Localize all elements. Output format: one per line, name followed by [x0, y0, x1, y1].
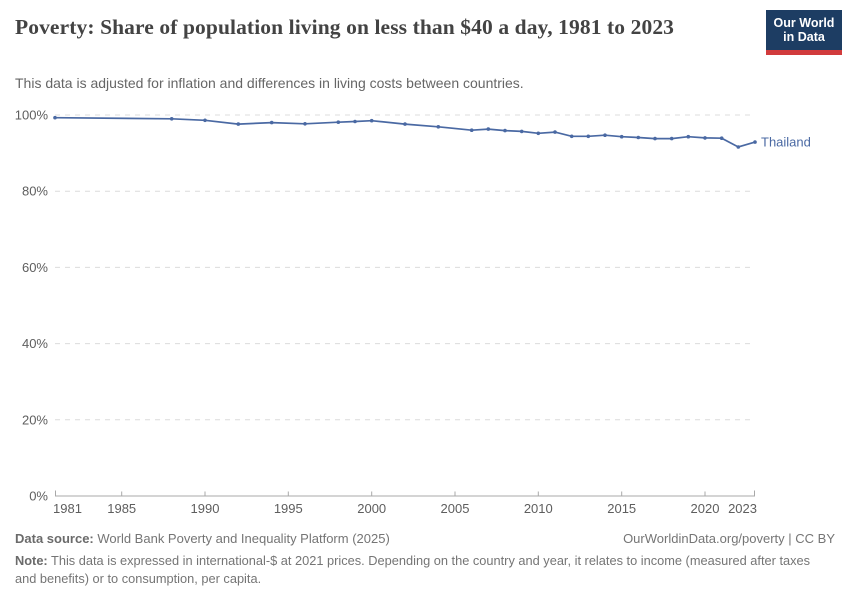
data-point[interactable]: [736, 145, 741, 149]
data-point[interactable]: [636, 135, 641, 140]
note-text: This data is expressed in international-…: [15, 553, 811, 586]
y-tick-20: 20%: [22, 412, 48, 427]
data-point[interactable]: [603, 133, 607, 137]
x-tick-1985: 1985: [107, 501, 136, 516]
data-point[interactable]: [203, 118, 207, 123]
data-point[interactable]: [753, 140, 757, 144]
credit-link[interactable]: OurWorldinData.org/poverty | CC BY: [623, 531, 835, 546]
data-point[interactable]: [469, 128, 474, 132]
data-point[interactable]: [519, 129, 524, 134]
data-point[interactable]: [403, 122, 407, 126]
note-label: Note:: [15, 553, 48, 568]
data-point[interactable]: [703, 136, 707, 140]
data-point[interactable]: [619, 134, 624, 139]
gridlines: [55, 114, 755, 421]
owid-logo-line2: in Data: [783, 30, 825, 44]
data-point[interactable]: [303, 122, 307, 126]
x-tick-2015: 2015: [607, 501, 636, 516]
data-point[interactable]: [569, 134, 574, 139]
data-point[interactable]: [353, 119, 357, 124]
data-point[interactable]: [686, 134, 691, 139]
line-chart-plot: 100% 80% 60% 40% 20% 0% 1981 1985 1990: [15, 108, 811, 517]
data-point[interactable]: [269, 120, 274, 125]
data-series-thailand[interactable]: [53, 115, 757, 149]
y-tick-60: 60%: [22, 260, 48, 275]
data-point[interactable]: [653, 136, 657, 141]
x-tick-1995: 1995: [274, 501, 303, 516]
y-tick-40: 40%: [22, 336, 48, 351]
data-point[interactable]: [53, 115, 57, 120]
data-point[interactable]: [503, 128, 507, 133]
chart-subtitle: This data is adjusted for inflation and …: [15, 75, 524, 91]
data-point[interactable]: [486, 127, 491, 131]
data-point[interactable]: [586, 134, 591, 139]
data-point[interactable]: [669, 136, 674, 141]
x-tick-2010: 2010: [524, 501, 553, 516]
y-tick-100: 100%: [15, 108, 49, 123]
x-tick-2005: 2005: [441, 501, 470, 516]
x-axis: [55, 490, 755, 497]
y-tick-0: 0%: [29, 489, 48, 504]
data-point[interactable]: [553, 130, 557, 134]
owid-logo-line1: Our World: [773, 16, 835, 30]
data-point[interactable]: [536, 131, 541, 136]
data-point[interactable]: [719, 136, 724, 140]
data-point[interactable]: [236, 122, 241, 126]
x-tick-2000: 2000: [357, 501, 386, 516]
x-tick-2023: 2023: [728, 501, 757, 516]
x-axis-labels: 1981 1985 1990 1995 2000 2005 2010 2015 …: [53, 501, 757, 516]
data-point[interactable]: [169, 117, 174, 121]
data-point[interactable]: [369, 118, 374, 123]
x-tick-1990: 1990: [191, 501, 220, 516]
owid-logo[interactable]: Our World in Data: [766, 10, 842, 55]
x-tick-1981: 1981: [53, 501, 82, 516]
data-point[interactable]: [336, 120, 341, 124]
y-tick-80: 80%: [22, 184, 48, 199]
series-line[interactable]: [54, 116, 756, 148]
data-source-label: Data source:: [15, 531, 94, 546]
page-title: Poverty: Share of population living on l…: [15, 15, 675, 39]
x-tick-2020: 2020: [691, 501, 720, 516]
note-row: Note: This data is expressed in internat…: [15, 552, 827, 588]
y-axis-labels: 100% 80% 60% 40% 20% 0%: [15, 108, 49, 504]
data-source-text: World Bank Poverty and Inequality Platfo…: [93, 531, 390, 546]
series-label: Thailand: [761, 135, 811, 150]
data-source-row: Data source: World Bank Poverty and Ineq…: [15, 531, 835, 546]
data-point[interactable]: [436, 125, 441, 129]
